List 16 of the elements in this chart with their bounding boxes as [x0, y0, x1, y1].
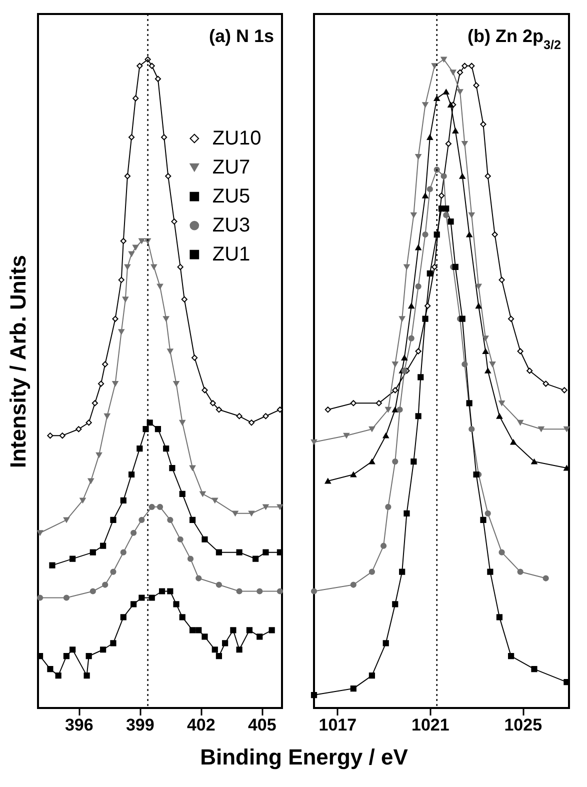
x-tick-label: 1025 [504, 716, 542, 734]
x-tick-label: 396 [64, 716, 94, 734]
x-tick-label: 405 [248, 716, 276, 734]
legend-label: ZU1 [212, 244, 250, 266]
x-tick-label: 402 [186, 716, 216, 734]
x-axis-title: Binding Energy / eV [200, 744, 408, 770]
x-tick-label: 1021 [411, 716, 450, 734]
x-tick-label: 399 [126, 716, 154, 734]
x-tick-label: 1017 [318, 716, 357, 734]
y-axis-title: Intensity / Arb. Units [6, 254, 30, 468]
legend-label: ZU3 [212, 214, 250, 237]
chart-title: (a) N 1s [208, 26, 274, 46]
chart-title: (b) Zn 2p$_{3/2}$ [468, 26, 561, 52]
legend-label: ZU7 [212, 156, 250, 179]
legend-label: ZU10 [212, 128, 262, 150]
legend-label: ZU5 [212, 186, 250, 208]
